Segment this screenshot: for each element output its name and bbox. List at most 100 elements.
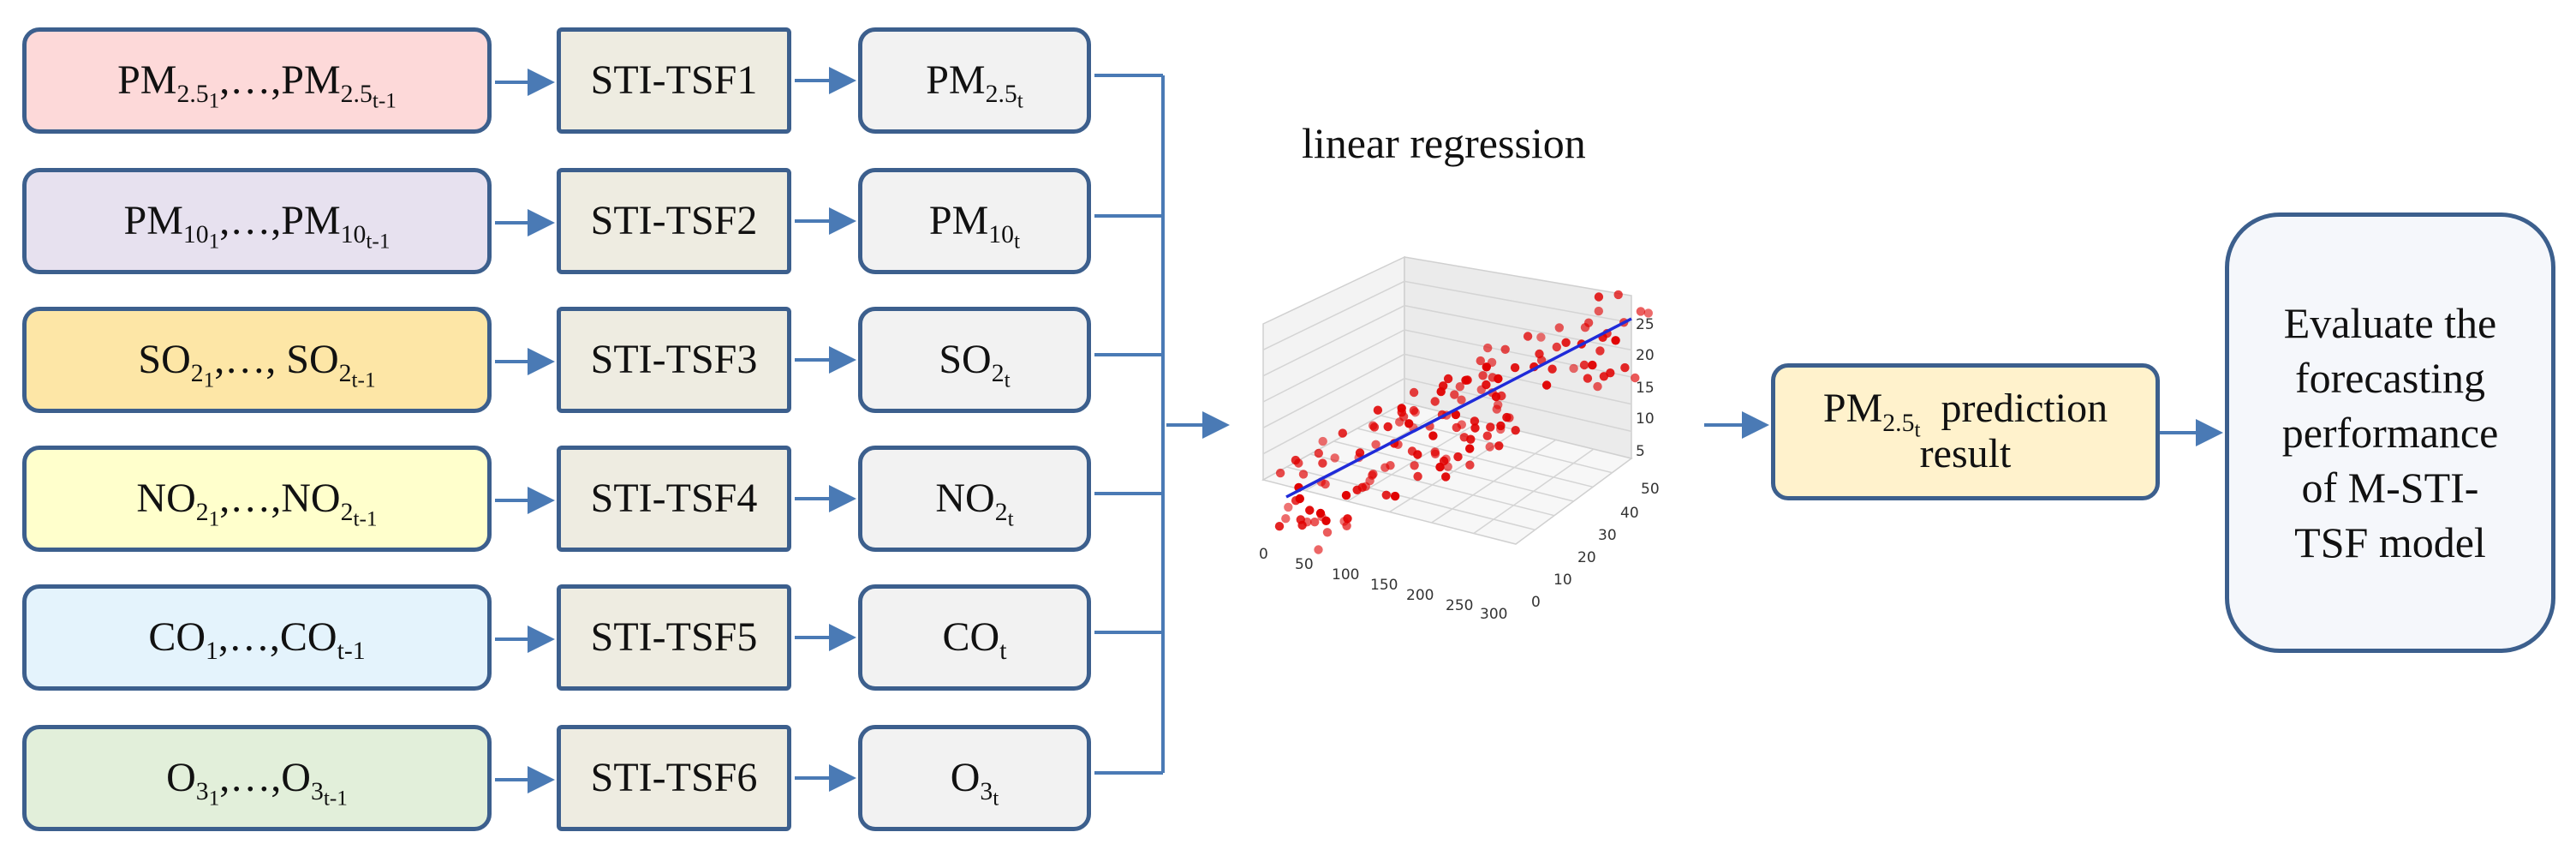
scatter-point <box>1395 417 1404 427</box>
input-sep: ,…, <box>219 197 282 243</box>
scatter-point <box>1409 387 1419 398</box>
grid-line <box>1262 329 1405 403</box>
model-label: STI-TSF3 <box>590 336 758 382</box>
output-box-so2: SO2t <box>858 307 1091 413</box>
scatter-point <box>1428 431 1438 440</box>
model-box-no2: STI-TSF4 <box>557 446 791 552</box>
scatter-point <box>1505 413 1514 422</box>
scatter-point <box>1535 349 1544 359</box>
input-sep: ,…, <box>214 336 287 382</box>
output-base: SO <box>939 336 992 382</box>
x-tick-label: 150 <box>1370 577 1398 594</box>
evaluation-text: Evaluate the forecasting performance of … <box>2282 296 2499 570</box>
input-first-sub: 2 <box>190 359 204 387</box>
output-base: PM <box>926 57 986 103</box>
output-base: PM <box>928 197 989 243</box>
scatter-point <box>1371 440 1380 449</box>
evaluation-line: of M-STI- <box>2301 464 2479 512</box>
grid-line <box>1404 280 1632 324</box>
scatter-point <box>1397 408 1407 417</box>
input-last-base: PM <box>281 197 341 243</box>
x-tick-label: 250 <box>1446 597 1473 614</box>
evaluation-line: TSF model <box>2294 518 2486 566</box>
output-base: NO <box>935 475 995 521</box>
scatter-point <box>1583 374 1593 383</box>
output-box-pm10: PM10t <box>858 168 1091 274</box>
input-last-subsub: t-1 <box>353 506 378 531</box>
model-label: STI-TSF1 <box>590 57 758 103</box>
z-tick-label: 25 <box>1636 316 1655 333</box>
prediction-subsub: t <box>1914 416 1921 441</box>
x-tick-label: 50 <box>1295 556 1314 573</box>
input-sep: ,…, <box>219 754 282 800</box>
scatter-point <box>1470 423 1480 433</box>
input-last-subsub: t-1 <box>323 786 348 811</box>
scatter-point <box>1314 448 1324 458</box>
input-last-base: PM <box>281 57 341 103</box>
input-series: PM101,…,PM10t-1 <box>123 197 391 252</box>
scatter-point <box>1368 470 1378 479</box>
evaluation-box: Evaluate the forecasting performance of … <box>2225 212 2555 653</box>
output-value: PM2.5t <box>926 57 1023 111</box>
scatter-point <box>1593 381 1602 392</box>
input-first-subsub: 1 <box>208 786 220 811</box>
scatter-point <box>1305 506 1315 515</box>
input-first-subsub: 1 <box>203 368 215 392</box>
input-first-subsub: 1 <box>208 506 220 531</box>
scatter-point <box>1450 390 1459 399</box>
scatter-point <box>1483 343 1493 353</box>
input-last-subsub: t-1 <box>351 368 376 392</box>
y-tick-label: 30 <box>1598 527 1617 544</box>
grid-line <box>1404 353 1632 405</box>
scatter-point <box>1318 436 1327 446</box>
input-box-no2: NO21,…,NO2t-1 <box>22 446 492 552</box>
output-subsub: t <box>1014 229 1021 254</box>
scatter-point <box>1275 468 1285 478</box>
scatter-point <box>1491 392 1501 402</box>
y-tick-label: 40 <box>1620 505 1639 522</box>
output-sub: 2 <box>991 359 1005 387</box>
scatter-point <box>1413 471 1422 482</box>
output-value: PM10t <box>928 197 1020 252</box>
scatter-point <box>1470 416 1480 426</box>
scatter-point <box>1611 336 1620 345</box>
scatter-point <box>1291 455 1301 465</box>
scatter-point <box>1496 424 1506 434</box>
input-first-sub: 2.5 <box>176 80 209 108</box>
prediction-line2: result <box>1919 431 2012 476</box>
scatter-point <box>1494 441 1504 451</box>
scatter-point <box>1453 452 1463 462</box>
grid-line <box>1404 304 1632 351</box>
model-label: STI-TSF5 <box>590 614 758 660</box>
z-tick-label: 5 <box>1636 443 1645 460</box>
output-sub: 3 <box>980 777 993 805</box>
scatter-point <box>1373 405 1383 415</box>
input-first-base: PM <box>123 197 183 243</box>
output-sub: t <box>999 637 1007 665</box>
scatter-points <box>1274 290 1654 554</box>
scatter-point <box>1430 397 1440 406</box>
scatter-point <box>1523 332 1533 341</box>
scatter-point <box>1343 514 1352 524</box>
scatter-point <box>1310 518 1320 527</box>
input-first-sub: 3 <box>195 777 209 805</box>
prediction-sub: 2.5 <box>1882 408 1915 437</box>
z-tick-label: 15 <box>1636 380 1655 397</box>
scatter-point <box>1599 372 1609 381</box>
model-box-pm10: STI-TSF2 <box>557 168 791 274</box>
model-label: STI-TSF6 <box>590 754 758 800</box>
scatter-point <box>1636 307 1646 316</box>
grid-line <box>1262 378 1405 455</box>
scatter-point <box>1317 512 1327 522</box>
input-first-base: CO <box>148 614 206 660</box>
scatter-point <box>1478 371 1488 380</box>
scatter-point <box>1465 460 1475 470</box>
scatter-point <box>1465 444 1475 453</box>
output-subsub: t <box>1017 88 1023 113</box>
scatter-point <box>1595 346 1605 356</box>
scatter-point <box>1439 381 1448 391</box>
scatter-point <box>1441 472 1451 482</box>
scatter-point <box>1380 463 1390 472</box>
